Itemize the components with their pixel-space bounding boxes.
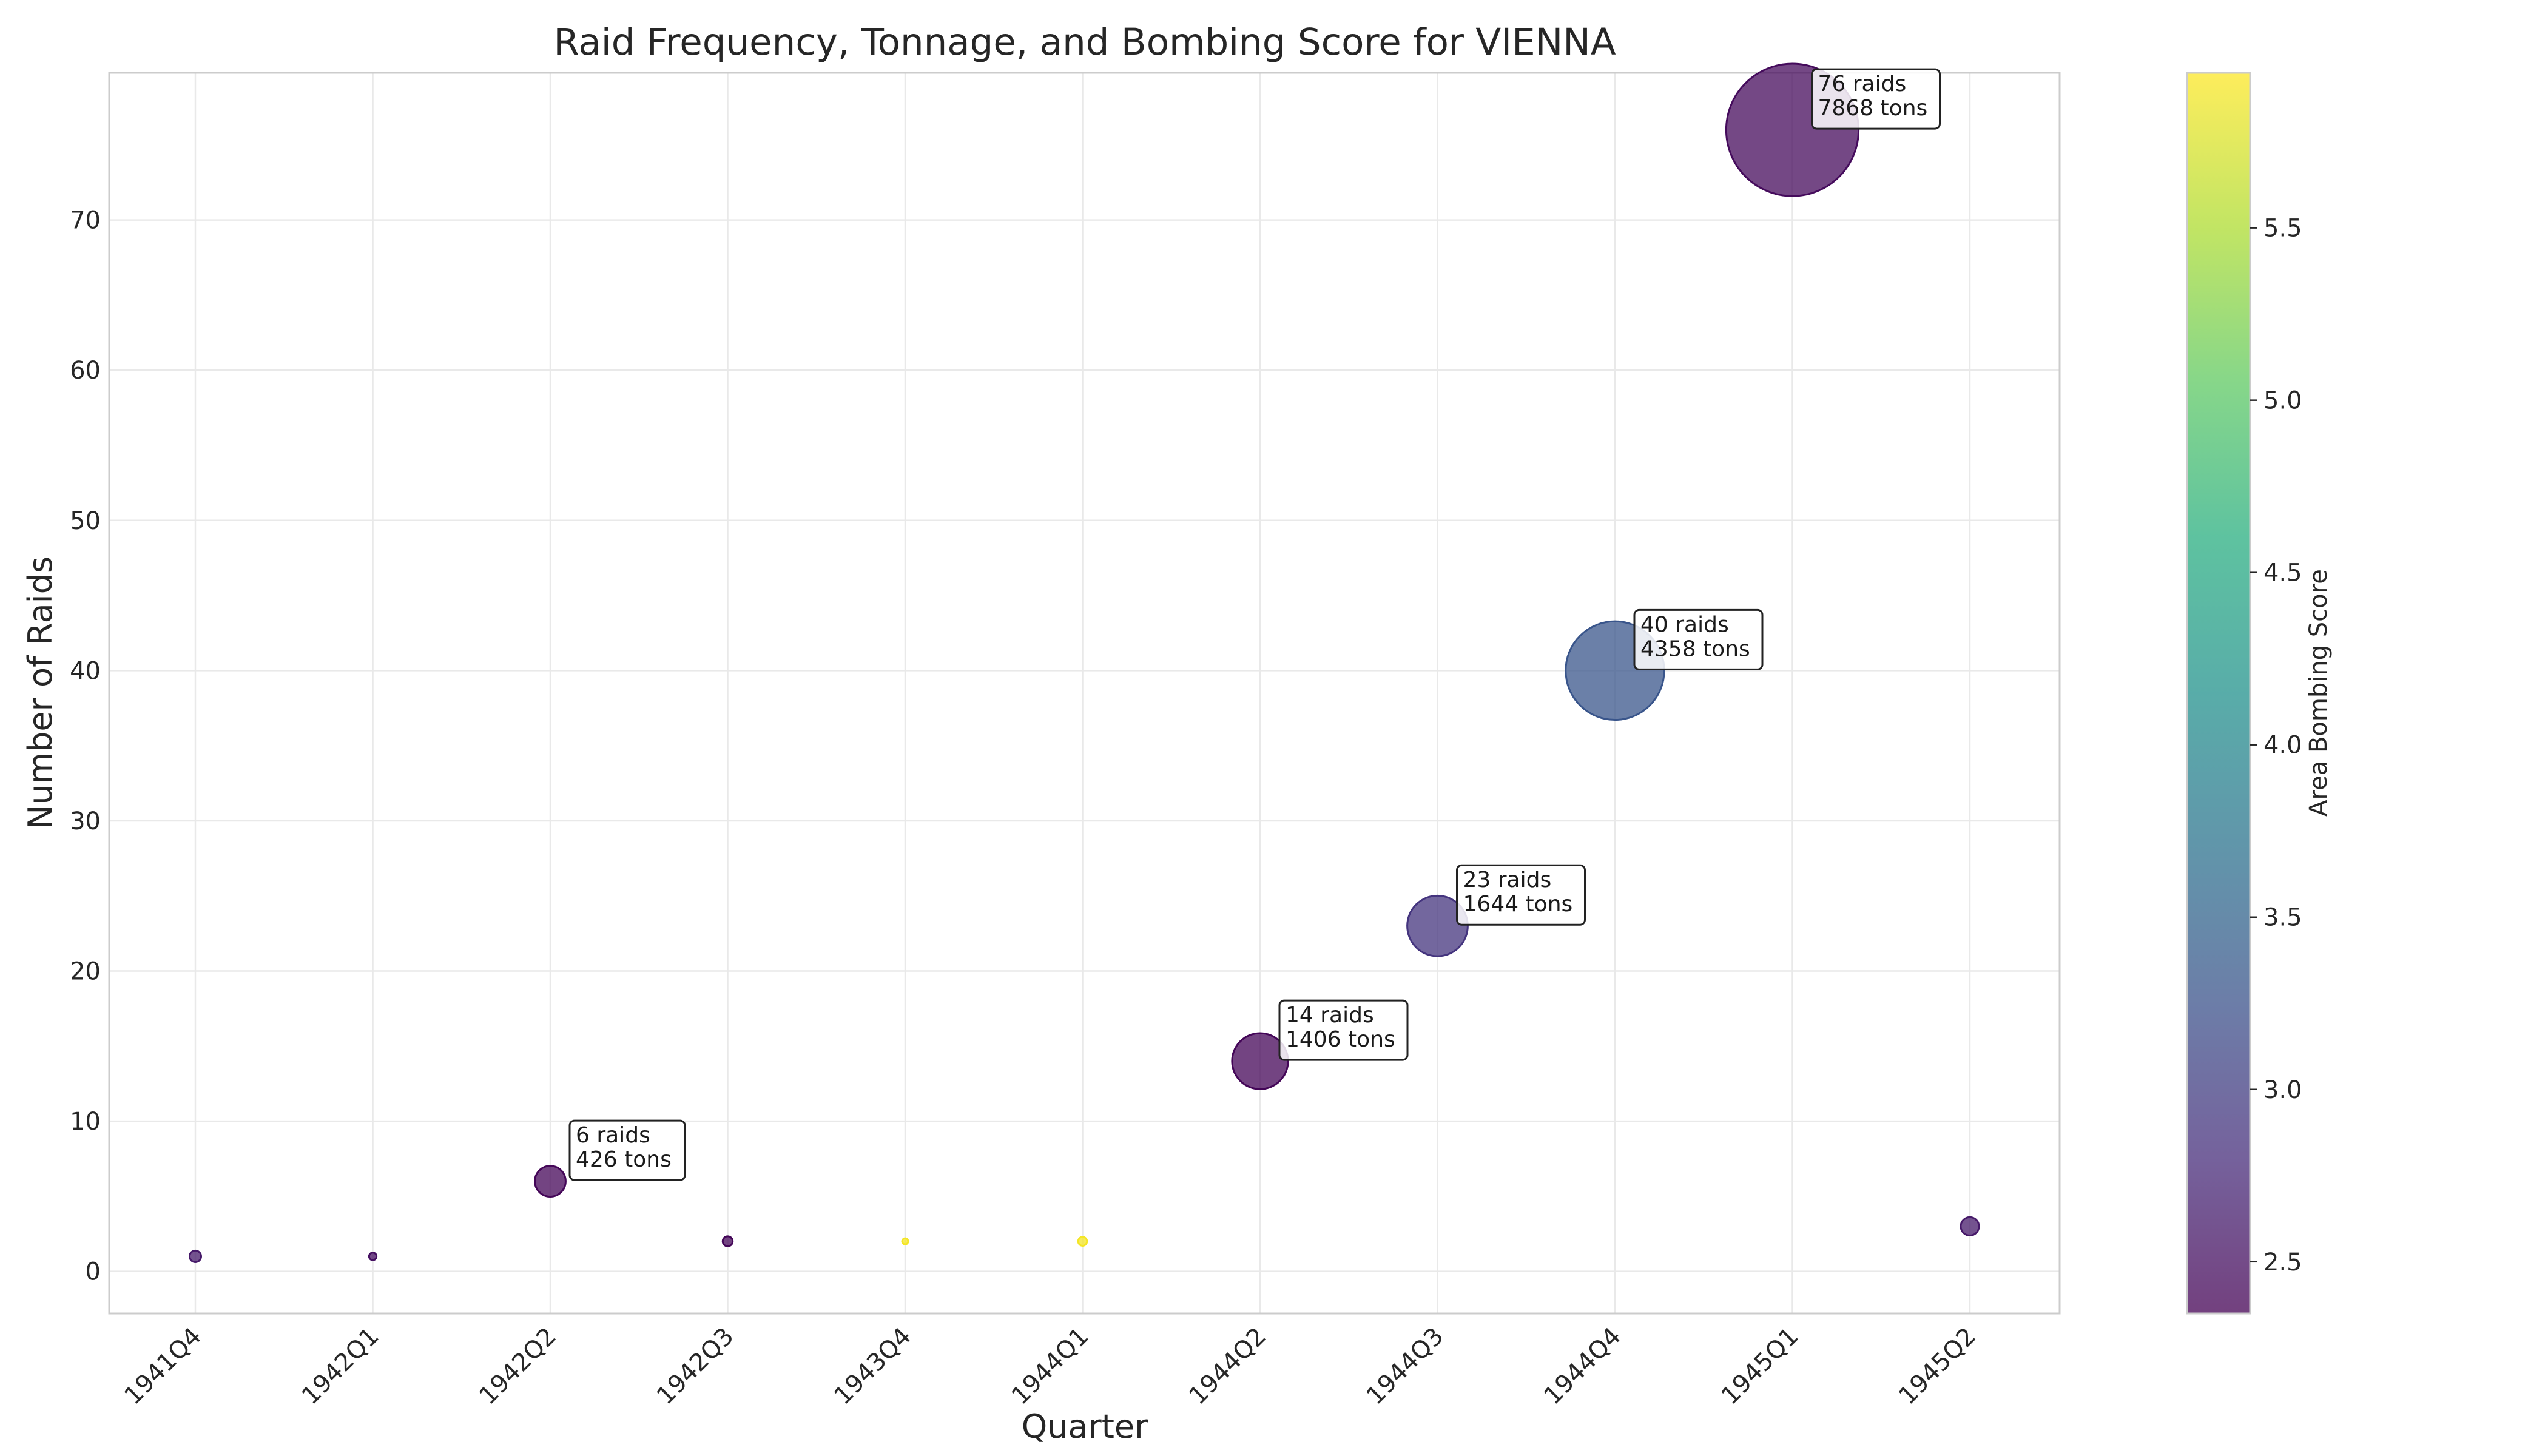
y-tick-label: 20 xyxy=(70,958,101,986)
annotation-box xyxy=(568,1119,686,1181)
grid xyxy=(109,73,2060,1313)
x-tick-label: 1944Q2 xyxy=(1184,1323,1272,1410)
scatter-point xyxy=(901,1237,909,1245)
annotation-box xyxy=(1456,864,1586,926)
y-tick-label: 0 xyxy=(86,1258,101,1286)
colorbar-tick-label: 3.0 xyxy=(2263,1076,2302,1104)
colorbar-tick-label: 5.0 xyxy=(2263,387,2302,415)
scatter-point xyxy=(1231,1032,1289,1090)
annotation-box xyxy=(1633,608,1764,670)
colorbar-frame xyxy=(2186,72,2251,1315)
annotation-box xyxy=(1811,68,1941,130)
annotation-box xyxy=(1278,999,1409,1061)
y-tick-label: 60 xyxy=(70,357,101,385)
colorbar-tick-label: 4.5 xyxy=(2263,559,2302,587)
colorbar-label: Area Bombing Score xyxy=(2305,569,2333,817)
colorbar-tick-label: 2.5 xyxy=(2263,1249,2302,1276)
x-tick-label: 1944Q1 xyxy=(1006,1323,1094,1410)
y-tick-label: 70 xyxy=(70,207,101,235)
y-axis-ticks: 0 10 20 30 40 50 60 70 xyxy=(70,207,101,1286)
x-tick-label: 1942Q2 xyxy=(474,1323,562,1410)
x-tick-label: 1942Q1 xyxy=(297,1323,385,1410)
colorbar-tick-label: 4.0 xyxy=(2263,732,2302,760)
y-tick-label: 10 xyxy=(70,1108,101,1136)
annotation-raids: 6 raids xyxy=(576,1123,650,1148)
annotation-tons: 4358 tons xyxy=(1640,636,1750,661)
scatter-point xyxy=(534,1165,567,1198)
colorbar-tick-label: 5.5 xyxy=(2263,215,2302,243)
colorbar-tick-label: 3.5 xyxy=(2263,904,2302,932)
y-axis-label: Number of Raids xyxy=(21,556,59,829)
y-tick-label: 50 xyxy=(70,507,101,535)
annotation-raids: 76 raids xyxy=(1818,72,1907,96)
annotation-tons: 1644 tons xyxy=(1463,892,1573,917)
annotation-tons: 426 tons xyxy=(576,1147,672,1172)
colorbar: 2.5 3.0 3.5 4.0 4.5 5.0 5.5 Area Bombing Score xyxy=(2186,72,2333,1315)
colorbar-ticks: 2.5 3.0 3.5 4.0 4.5 5.0 5.5 xyxy=(2250,215,2302,1276)
plot-area-frame xyxy=(108,72,2061,1315)
scatter-point xyxy=(368,1252,378,1261)
x-axis-ticks: 1941Q4 1942Q1 1942Q2 1942Q3 1943Q4 1944Q1 1944… xyxy=(119,1323,1981,1410)
x-tick-label: 1944Q4 xyxy=(1539,1323,1626,1410)
scatter-point xyxy=(1960,1216,1980,1236)
x-tick-label: 1942Q3 xyxy=(652,1323,740,1410)
chart-title: Raid Frequency, Tonnage, and Bombing Sco… xyxy=(553,21,1616,64)
x-tick-label: 1945Q2 xyxy=(1893,1323,1981,1410)
annotation-raids: 14 raids xyxy=(1286,1003,1374,1028)
scatter-point xyxy=(721,1235,734,1247)
y-tick-label: 40 xyxy=(70,657,101,685)
x-tick-label: 1945Q1 xyxy=(1716,1323,1804,1410)
scatter-point xyxy=(1406,894,1469,957)
x-tick-label: 1944Q3 xyxy=(1361,1323,1449,1410)
y-tick-label: 30 xyxy=(70,807,101,835)
x-tick-label: 1941Q4 xyxy=(119,1323,207,1410)
colorbar-gradient xyxy=(2187,73,2250,1313)
annotation-tons: 1406 tons xyxy=(1286,1027,1395,1052)
x-axis-label: Quarter xyxy=(1022,1407,1148,1446)
scatter-point xyxy=(188,1249,203,1263)
annotation-raids: 23 raids xyxy=(1463,868,1552,892)
scatter-point xyxy=(1077,1236,1088,1247)
annotation-tons: 7868 tons xyxy=(1818,96,1928,121)
x-tick-label: 1943Q4 xyxy=(829,1323,917,1410)
annotation-raids: 40 raids xyxy=(1640,612,1729,637)
